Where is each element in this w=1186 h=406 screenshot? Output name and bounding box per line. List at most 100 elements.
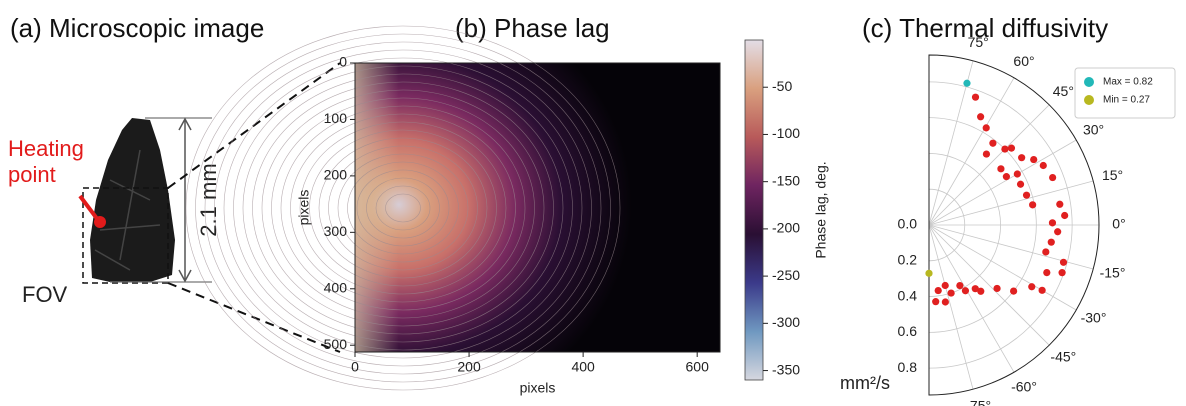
data-point <box>971 93 980 101</box>
heatmap-edge <box>355 63 720 352</box>
heating-point <box>94 216 106 228</box>
legend-label: Min = 0.27 <box>1103 95 1150 106</box>
data-point <box>1048 219 1057 227</box>
data-point <box>1056 200 1064 208</box>
y-tick-label: 400 <box>324 279 348 295</box>
theta-grid <box>928 224 1015 373</box>
data-point <box>1043 268 1051 277</box>
heating-arrow <box>78 194 100 222</box>
theta-tick-label: 45° <box>1053 83 1074 99</box>
x-tick-label: 400 <box>571 359 595 375</box>
colorbar-tick-label: -100 <box>772 125 800 141</box>
y-tick-label: 500 <box>324 336 348 352</box>
panel-title: (b) Phase lag <box>455 13 610 43</box>
data-point <box>1010 287 1018 295</box>
contour <box>242 73 564 343</box>
x-tick-label: 0 <box>351 359 359 375</box>
x-axis-label: pixels <box>520 380 556 396</box>
theta-grid <box>928 180 1094 226</box>
panel-title: (c) Thermal diffusivity <box>862 13 1108 43</box>
legend-swatch <box>1084 95 1094 105</box>
theta-grid <box>928 104 1050 226</box>
data-point <box>1016 180 1025 188</box>
plot-frame <box>354 62 721 353</box>
contour <box>366 177 440 239</box>
theta-grid <box>928 77 1015 226</box>
zoom-line <box>167 62 341 189</box>
legend-swatch <box>1084 77 1094 87</box>
colorbar-tick-label: -50 <box>772 78 792 94</box>
contour <box>385 193 421 223</box>
theta-tick-label: 0° <box>1112 216 1125 232</box>
theta-tick-label: 60° <box>1013 53 1034 69</box>
y-tick-label: 300 <box>324 223 348 239</box>
data-point <box>1047 238 1055 246</box>
data-point <box>1030 155 1038 164</box>
fov-box <box>82 187 169 284</box>
contour <box>233 65 573 351</box>
legend-box <box>1074 67 1176 119</box>
data-point <box>1007 144 1016 152</box>
annotation: 2.1 mm <box>196 163 221 236</box>
legend-label: Max = 0.82 <box>1103 77 1153 88</box>
theta-tick-label: 75° <box>968 34 989 50</box>
theta-tick-label: -60° <box>1011 379 1037 395</box>
data-point <box>989 139 997 147</box>
colorbar-tick-label: -250 <box>772 267 800 283</box>
contour <box>328 145 478 271</box>
data-point <box>1058 269 1066 277</box>
contour <box>299 121 507 295</box>
data-point <box>934 286 942 295</box>
data-point <box>956 281 964 290</box>
colorbar-tick-label: -350 <box>772 361 800 377</box>
data-point <box>1059 258 1068 266</box>
contour <box>185 25 621 391</box>
data-point <box>925 269 933 277</box>
r-tick-label: 0.4 <box>898 287 918 303</box>
theta-grid <box>928 224 974 390</box>
data-point <box>1039 161 1047 170</box>
data-point <box>1001 145 1009 153</box>
contour <box>195 33 611 383</box>
theta-tick-label: -90° <box>916 404 942 406</box>
data-point <box>1022 191 1031 199</box>
r-axis-label: mm²/s <box>840 373 890 393</box>
contour <box>337 153 469 263</box>
theta-tick-label: -75° <box>965 397 991 406</box>
colorbar-tick-label: -150 <box>772 172 800 188</box>
polar-frame <box>928 54 1100 396</box>
colorbar-tick-label: -200 <box>772 220 800 236</box>
data-point <box>941 281 949 290</box>
data-point <box>1002 173 1010 181</box>
data-point <box>1028 283 1036 291</box>
contour <box>356 169 450 247</box>
contour <box>347 161 459 255</box>
contour <box>280 105 526 311</box>
contour <box>290 113 516 303</box>
theta-tick-label: -45° <box>1050 349 1076 365</box>
data-point <box>982 150 991 158</box>
theta-grid <box>928 224 1094 270</box>
y-tick-label: 0 <box>339 54 347 70</box>
y-tick-label: 200 <box>324 167 348 183</box>
contour <box>318 137 488 279</box>
theta-grid <box>928 224 1077 311</box>
theta-tick-label: 15° <box>1102 167 1123 183</box>
theta-tick-label: -15° <box>1100 264 1126 280</box>
data-point <box>1049 173 1057 182</box>
theta-grid <box>928 60 974 226</box>
rock-texture <box>94 149 161 271</box>
data-point <box>1054 228 1062 236</box>
contour <box>271 97 535 319</box>
y-tick-label: 100 <box>324 110 348 126</box>
colorbar-label: Phase lag, deg. <box>813 161 829 258</box>
data-point <box>993 284 1001 293</box>
colorbar-tick-label: -300 <box>772 314 800 330</box>
x-tick-label: 600 <box>686 359 710 375</box>
colorbar <box>744 39 764 381</box>
data-point <box>977 287 985 295</box>
contour <box>214 49 592 367</box>
y-axis-label: pixels <box>296 190 312 226</box>
panel-title: (a) Microscopic image <box>10 13 264 43</box>
